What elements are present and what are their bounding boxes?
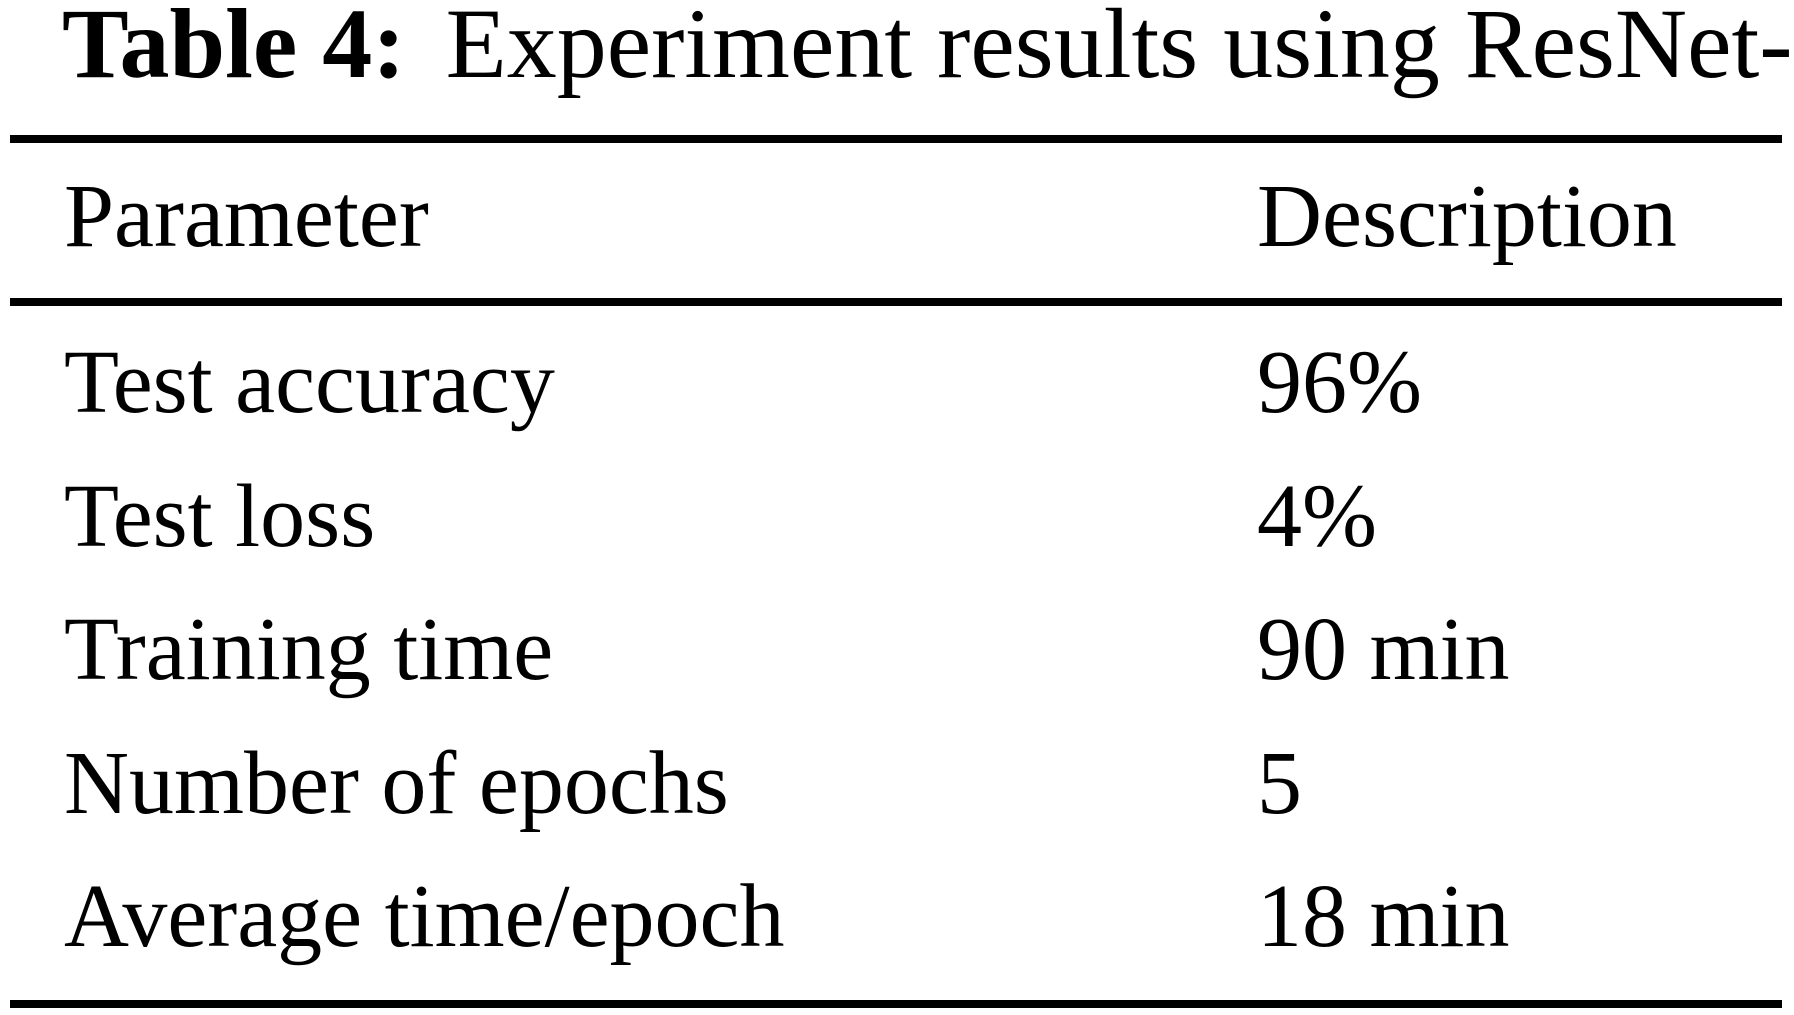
row-description: 96% — [1257, 333, 1422, 432]
row-parameter: Test loss — [64, 467, 376, 566]
table-caption: Table 4: Experiment results using ResNet-… — [62, 0, 1794, 94]
table-row: Test accuracy 96% — [0, 338, 1794, 448]
row-parameter: Training time — [64, 600, 554, 699]
table-caption-label: Table 4: — [62, 0, 406, 99]
row-description: 18 min — [1257, 867, 1510, 966]
column-header-description: Description — [1257, 167, 1677, 266]
table-bottom-rule — [10, 1000, 1782, 1008]
row-description: 90 min — [1257, 600, 1510, 699]
table-caption-text: Experiment results using ResNet-50 — [445, 0, 1794, 99]
table-mid-rule — [10, 298, 1782, 306]
row-parameter: Number of epochs — [64, 734, 729, 833]
table-row: Average time/epoch 18 min — [0, 872, 1794, 982]
row-parameter: Average time/epoch — [64, 867, 785, 966]
row-parameter: Test accuracy — [64, 333, 555, 432]
column-header-parameter: Parameter — [64, 167, 429, 266]
table-row: Test loss 4% — [0, 472, 1794, 582]
row-description: 5 — [1257, 734, 1302, 833]
table-row: Number of epochs 5 — [0, 739, 1794, 849]
table-row: Training time 90 min — [0, 605, 1794, 715]
table-header-row: Parameter Description — [0, 172, 1794, 282]
table-top-rule — [10, 135, 1782, 143]
row-description: 4% — [1257, 467, 1377, 566]
